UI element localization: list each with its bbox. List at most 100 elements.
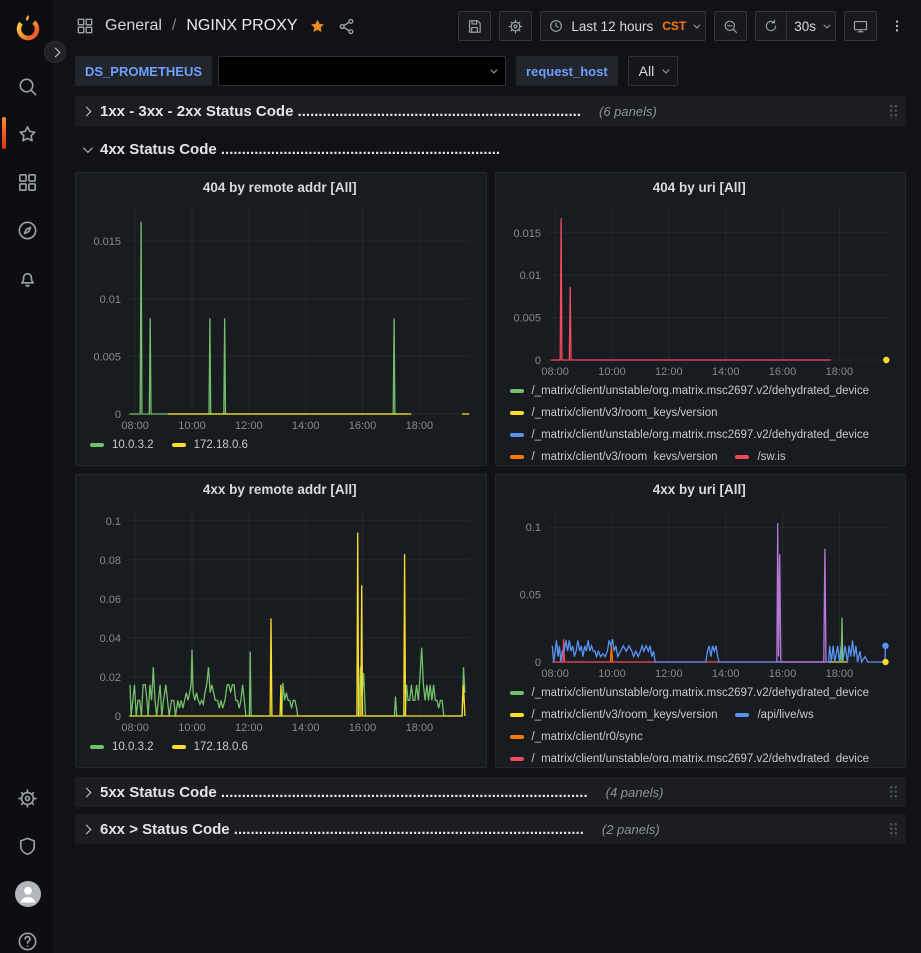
- kebab-menu-button[interactable]: [885, 11, 909, 41]
- tv-mode-button[interactable]: [844, 11, 877, 41]
- panel-title[interactable]: 4xx by remote addr [All]: [202, 482, 357, 497]
- legend-item[interactable]: /_matrix/client/v3/room_keys/version: [509, 407, 717, 419]
- share-icon[interactable]: [337, 17, 356, 36]
- datasource-select[interactable]: [218, 56, 507, 86]
- grafana-logo-icon: [16, 15, 39, 41]
- legend-item[interactable]: /_matrix/client/unstable/org.matrix.msc2…: [509, 385, 870, 397]
- refresh-button[interactable]: [755, 11, 788, 41]
- time-range-picker[interactable]: Last 12 hours CST: [540, 11, 707, 41]
- timeseries-plot[interactable]: 08:00 10:00 12:00 14:00 16:00 18:00 0 0.05 0.1: [502, 505, 898, 682]
- svg-text:18:00: 18:00: [406, 420, 434, 432]
- legend-label: /_matrix/client/unstable/org.matrix.msc2…: [531, 385, 870, 397]
- dashboard-title[interactable]: NGINX PROXY: [186, 17, 298, 34]
- row-5xx[interactable]: 5xx Status Code ........................…: [75, 777, 906, 807]
- legend-item[interactable]: 10.0.3.2: [90, 439, 154, 451]
- time-range-label: Last 12 hours: [571, 18, 654, 34]
- row-panel-count: (6 panels): [598, 103, 657, 119]
- svg-text:18:00: 18:00: [825, 366, 853, 378]
- panel-legend: /_matrix/client/unstable/org.matrix.msc2…: [502, 380, 898, 460]
- star-filled-icon[interactable]: [308, 17, 327, 36]
- svg-text:0.01: 0.01: [519, 270, 540, 282]
- svg-text:14:00: 14:00: [711, 366, 739, 378]
- chevron-down-icon: [82, 142, 93, 153]
- row-panel-count: (2 panels): [601, 821, 660, 837]
- row-title: 5xx Status Code ........................…: [100, 783, 588, 801]
- panel-title[interactable]: 404 by remote addr [All]: [202, 180, 357, 195]
- timeseries-plot[interactable]: 08:00 10:00 12:00 14:00 16:00 18:00 0 0.005 0.01…: [502, 203, 898, 380]
- legend-item[interactable]: /sw.js: [735, 451, 786, 460]
- breadcrumb-folder[interactable]: General: [105, 17, 162, 34]
- legend-swatch: [735, 455, 750, 459]
- tv-icon: [853, 20, 868, 32]
- row-drag-handle[interactable]: [889, 103, 898, 119]
- svg-text:16:00: 16:00: [768, 668, 796, 680]
- legend-item[interactable]: /_matrix/client/v3/room_keys/version: [509, 709, 718, 721]
- svg-text:18:00: 18:00: [406, 722, 434, 734]
- legend-item[interactable]: /api/live/ws: [735, 709, 814, 721]
- legend-item[interactable]: 172.18.0.6: [171, 439, 248, 451]
- sidebar-item-profile[interactable]: [0, 874, 55, 914]
- legend-item[interactable]: /_matrix/client/unstable/org.matrix.msc2…: [509, 687, 869, 699]
- refresh-interval-select[interactable]: 30s: [787, 11, 836, 41]
- sidebar-item-search[interactable]: [0, 66, 55, 106]
- legend-item[interactable]: /_matrix/client/r0/sync: [509, 731, 643, 743]
- datasource-variable-label[interactable]: DS_PROMETHEUS: [75, 56, 213, 86]
- request-host-select[interactable]: All: [627, 56, 679, 86]
- svg-text:10:00: 10:00: [598, 366, 626, 378]
- grafana-logo[interactable]: [0, 8, 55, 48]
- row-6xx[interactable]: 6xx > Status Code ......................…: [75, 814, 906, 844]
- refresh-icon: [766, 19, 777, 32]
- legend-label: /sw.js: [757, 451, 786, 460]
- timeseries-plot[interactable]: 08:00 10:00 12:00 14:00 16:00 18:00 0 0.02 0.04 0…: [82, 505, 478, 736]
- svg-text:16:00: 16:00: [349, 420, 377, 432]
- panel-grid: 404 by remote addr [All] 08:00 10:00 12:00…: [75, 172, 906, 768]
- sidebar-item-dashboards[interactable]: [0, 162, 55, 202]
- panel-legend: 10.0.3.2 172.18.0.6: [82, 434, 478, 460]
- settings-gear-icon: [509, 19, 523, 33]
- row-4xx[interactable]: 4xx Status Code ........................…: [75, 134, 906, 164]
- zoom-out-time-button[interactable]: [714, 11, 748, 41]
- panel-title[interactable]: 4xx by uri [All]: [652, 482, 746, 497]
- timezone-label: CST: [662, 19, 687, 33]
- sidebar-item-alerting[interactable]: [0, 258, 55, 298]
- chevron-right-icon: [81, 106, 92, 116]
- legend-item[interactable]: 10.0.3.2: [90, 741, 154, 753]
- svg-text:0: 0: [115, 711, 121, 723]
- legend-label: /_matrix/client/v3/room_keys/version: [531, 709, 718, 721]
- row-1xx-3xx-2xx[interactable]: 1xx - 3xx - 2xx Status Code ............…: [75, 96, 906, 126]
- save-dashboard-button[interactable]: [458, 11, 492, 41]
- panel-title[interactable]: 404 by uri [All]: [652, 180, 746, 195]
- legend-swatch: [171, 443, 186, 447]
- sidebar-expand-button[interactable]: [44, 41, 66, 63]
- row-drag-handle[interactable]: [889, 821, 898, 837]
- nav-actions: Last 12 hours CST 30s: [458, 11, 909, 41]
- legend-item[interactable]: 172.18.0.6: [171, 741, 248, 753]
- apps-icon: [19, 173, 36, 191]
- breadcrumb: General / NGINX PROXY: [75, 16, 356, 36]
- sidebar-item-starred[interactable]: [0, 114, 55, 154]
- legend-item[interactable]: /_matrix/client/unstable/org.matrix.msc2…: [509, 753, 869, 762]
- svg-text:0.08: 0.08: [100, 555, 121, 567]
- sidebar-item-explore[interactable]: [0, 210, 55, 250]
- legend-item[interactable]: /_matrix/client/unstable/org.matrix.msc2…: [509, 429, 869, 441]
- dashboard-settings-button[interactable]: [499, 11, 533, 41]
- legend-label: 172.18.0.6: [193, 439, 248, 451]
- panel-legend: /_matrix/client/unstable/org.matrix.msc2…: [502, 682, 898, 762]
- sidebar-item-server-admin[interactable]: [0, 826, 55, 866]
- legend-label: 10.0.3.2: [112, 439, 154, 451]
- svg-text:12:00: 12:00: [655, 366, 683, 378]
- sidebar-item-configuration[interactable]: [0, 778, 55, 818]
- panel-4xx-by-remote-addr: 4xx by remote addr [All] 08:00 10:00 12:00…: [75, 474, 487, 768]
- legend-label: /api/live/ws: [757, 709, 814, 721]
- legend-item[interactable]: /_matrix/client/v3/room_keys/version: [509, 451, 717, 460]
- refresh-group: 30s: [755, 11, 836, 41]
- sidebar: [0, 0, 66, 953]
- chevron-down-icon: [823, 21, 831, 29]
- chevron-right-icon: [81, 824, 92, 834]
- timeseries-plot[interactable]: 08:00 10:00 12:00 14:00 16:00 18:00 0 0.005 0.01…: [82, 203, 478, 434]
- sidebar-item-help[interactable]: [0, 921, 55, 953]
- request-host-value: All: [638, 63, 655, 79]
- request-host-variable-label[interactable]: request_host: [516, 56, 618, 86]
- row-drag-handle[interactable]: [889, 784, 898, 800]
- legend-swatch: [509, 735, 524, 739]
